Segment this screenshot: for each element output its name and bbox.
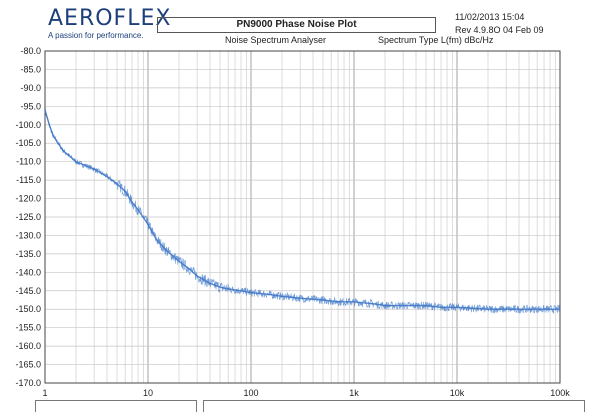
y-tick-label: -105.0 bbox=[15, 138, 41, 148]
data-point bbox=[299, 297, 301, 299]
y-tick-label: -165.0 bbox=[15, 360, 41, 370]
x-axis-tick-labels: 1 10 100 1k 10k 100k bbox=[42, 388, 570, 398]
plot-subtitle: Noise Spectrum Analyser bbox=[225, 35, 327, 45]
spectrum-type: Spectrum Type L(fm) dBc/Hz bbox=[378, 35, 494, 45]
data-point bbox=[147, 223, 149, 226]
y-tick-label: -95.0 bbox=[20, 101, 41, 111]
data-point bbox=[440, 306, 442, 309]
data-point bbox=[75, 160, 77, 163]
data-point bbox=[52, 135, 54, 137]
data-point bbox=[384, 304, 386, 307]
data-point bbox=[116, 183, 118, 185]
y-tick-label: -130.0 bbox=[15, 230, 41, 240]
x-tick-label: 1k bbox=[349, 388, 359, 398]
data-point bbox=[528, 308, 530, 311]
y-axis-tick-labels: -80.0 -85.0 -90.0 -95.0 -100.0 -105.0 -110.0 -1… bbox=[15, 46, 41, 388]
y-tick-label: -85.0 bbox=[20, 64, 41, 74]
data-point bbox=[48, 123, 51, 126]
phase-noise-trace bbox=[44, 109, 560, 310]
y-tick-label: -80.0 bbox=[20, 46, 41, 56]
data-point bbox=[106, 175, 108, 178]
data-point bbox=[281, 295, 283, 298]
data-point bbox=[188, 267, 190, 270]
plot-title: PN9000 Phase Noise Plot bbox=[157, 17, 436, 33]
datetime-stamp: 11/02/2013 15:04 bbox=[455, 12, 525, 22]
phase-noise-trace-noise bbox=[44, 108, 561, 315]
data-point bbox=[62, 149, 64, 152]
data-point bbox=[209, 282, 211, 285]
data-point bbox=[250, 291, 252, 294]
data-point bbox=[124, 190, 126, 192]
data-point bbox=[178, 260, 180, 263]
data-point bbox=[322, 299, 324, 301]
y-tick-label: -145.0 bbox=[15, 286, 41, 296]
x-tick-label: 100 bbox=[243, 388, 258, 398]
y-tick-label: -160.0 bbox=[15, 341, 41, 351]
trace-layer bbox=[44, 108, 561, 315]
data-point bbox=[402, 304, 404, 307]
y-tick-label: -170.0 bbox=[15, 378, 41, 388]
footer-box-right bbox=[203, 400, 585, 412]
data-point bbox=[44, 109, 46, 111]
y-tick-label: -135.0 bbox=[15, 249, 41, 259]
plot-frame bbox=[44, 50, 561, 384]
data-point bbox=[353, 301, 355, 303]
data-point bbox=[371, 302, 373, 305]
y-tick-label: -90.0 bbox=[20, 83, 41, 93]
logo-text: AEROFLEX bbox=[48, 6, 172, 31]
y-tick-label: -115.0 bbox=[16, 175, 41, 185]
data-point bbox=[240, 289, 242, 292]
data-point bbox=[137, 208, 139, 211]
x-tick-label: 10 bbox=[143, 388, 153, 398]
y-tick-label: -100.0 bbox=[15, 120, 41, 130]
y-tick-label: -110.0 bbox=[16, 157, 41, 167]
y-tick-label: -150.0 bbox=[15, 304, 41, 314]
data-point bbox=[131, 201, 133, 204]
data-point bbox=[93, 168, 95, 170]
data-point bbox=[219, 286, 221, 288]
x-tick-label: 100k bbox=[550, 388, 570, 398]
data-point bbox=[337, 301, 339, 303]
data-point bbox=[227, 288, 229, 290]
logo-tagline: A passion for performance. bbox=[48, 31, 144, 40]
header: AEROFLEX A passion for performance. PN90… bbox=[0, 0, 593, 50]
y-tick-label: -155.0 bbox=[15, 323, 41, 333]
data-point bbox=[425, 304, 427, 307]
y-tick-label: -120.0 bbox=[15, 194, 41, 204]
data-point bbox=[165, 249, 167, 251]
x-tick-label: 10k bbox=[450, 388, 465, 398]
y-tick-label: -140.0 bbox=[15, 267, 41, 277]
data-point bbox=[268, 293, 270, 296]
y-tick-label: -125.0 bbox=[15, 212, 41, 222]
x-tick-label: 1 bbox=[42, 388, 47, 398]
data-point bbox=[196, 275, 198, 277]
footer-box-left bbox=[35, 400, 197, 412]
aeroflex-logo: AEROFLEX A passion for performance. bbox=[48, 6, 172, 41]
data-point bbox=[155, 238, 157, 240]
data-point bbox=[487, 308, 489, 311]
grid-major bbox=[44, 50, 561, 384]
data-point bbox=[456, 306, 458, 309]
data-point bbox=[559, 308, 561, 311]
revision-label: Rev 4.9.8O 04 Feb 09 bbox=[455, 25, 544, 35]
